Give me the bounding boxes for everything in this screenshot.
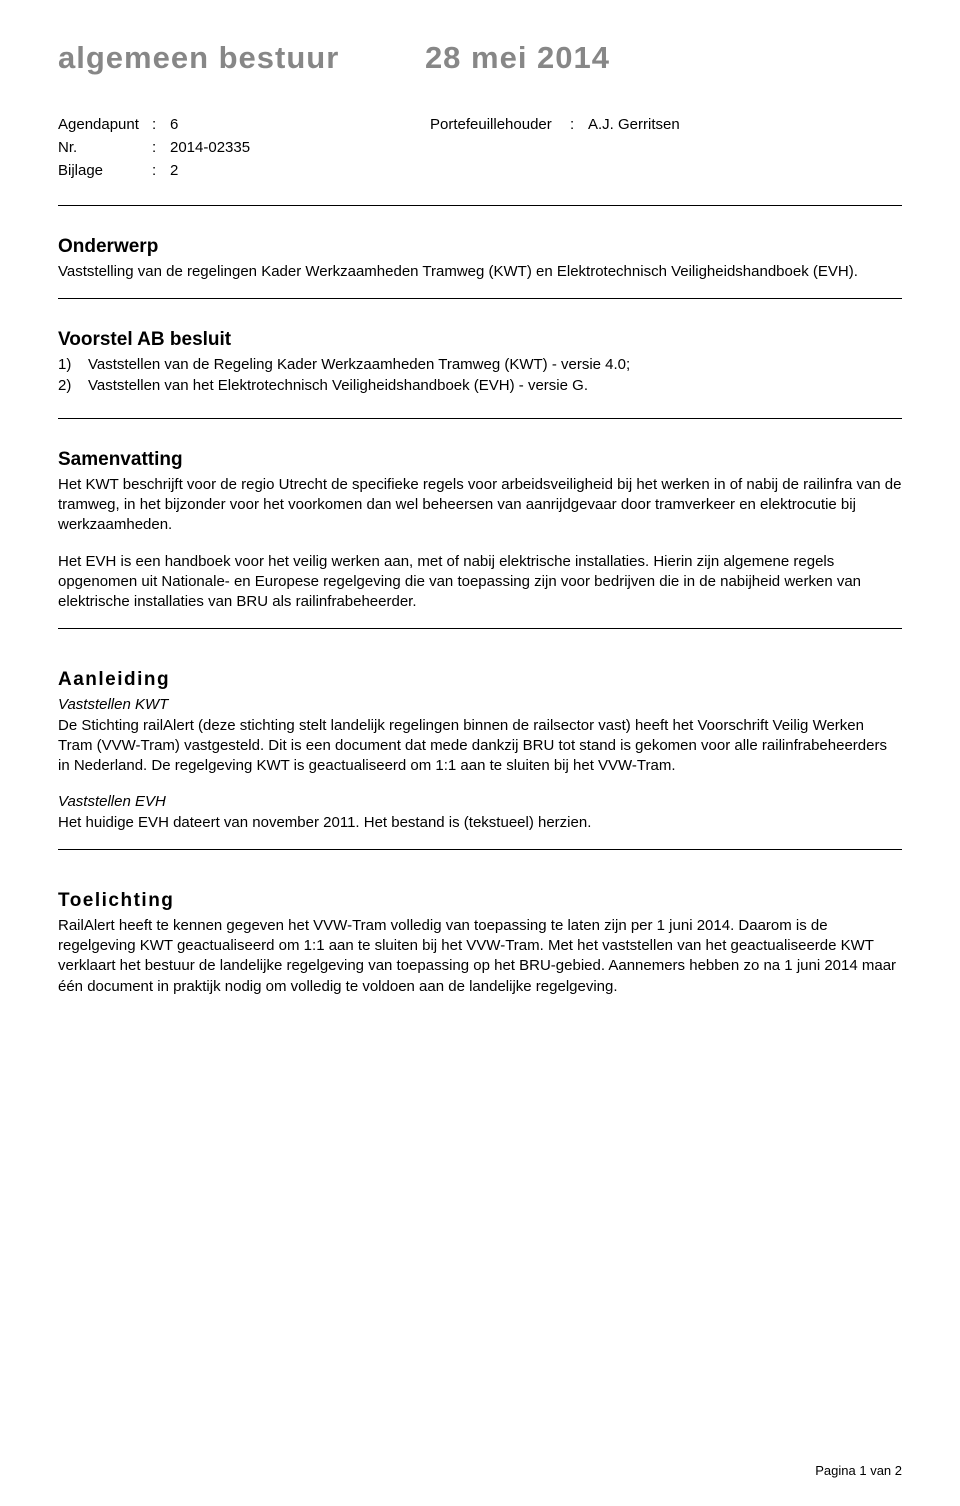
meta-colon: : (152, 114, 170, 135)
section-title: Voorstel AB besluit (58, 329, 902, 351)
meta-value: A.J. Gerritsen (588, 114, 680, 135)
section-text: RailAlert heeft te kennen gegeven het VV… (58, 916, 902, 997)
divider (58, 418, 902, 419)
list-item-text: Vaststellen van de Regeling Kader Werkza… (88, 355, 630, 375)
meta-row-nr: Nr. : 2014-02335 (58, 137, 902, 158)
subsection-title: Vaststellen EVH (58, 792, 902, 812)
meta-colon: : (152, 137, 170, 158)
list-item: 2) Vaststellen van het Elektrotechnisch … (58, 376, 902, 396)
page-footer: Pagina 1 van 2 (815, 1463, 902, 1478)
divider (58, 628, 902, 629)
meta-row-agendapunt: Agendapunt : 6 Portefeuillehouder : A.J.… (58, 114, 902, 135)
section-text: De Stichting railAlert (deze stichting s… (58, 716, 902, 777)
section-samenvatting: Samenvatting Het KWT beschrijft voor de … (58, 449, 902, 613)
meta-colon: : (152, 160, 170, 181)
meta-label: Portefeuillehouder (430, 114, 570, 135)
section-onderwerp: Onderwerp Vaststelling van de regelingen… (58, 236, 902, 282)
list-item-text: Vaststellen van het Elektrotechnisch Vei… (88, 376, 588, 396)
section-title: Toelichting (58, 890, 902, 912)
meta-value: 2 (170, 160, 430, 181)
subsection-title: Vaststellen KWT (58, 695, 902, 715)
section-title: Onderwerp (58, 236, 902, 258)
section-text: Het KWT beschrijft voor de regio Utrecht… (58, 475, 902, 536)
numbered-list: 1) Vaststellen van de Regeling Kader Wer… (58, 355, 902, 396)
divider (58, 849, 902, 850)
section-aanleiding: Aanleiding Vaststellen KWT De Stichting … (58, 669, 902, 833)
header-left: algemeen bestuur (58, 40, 339, 76)
meta-block: Agendapunt : 6 Portefeuillehouder : A.J.… (58, 114, 902, 181)
section-text: Vaststelling van de regelingen Kader Wer… (58, 262, 902, 282)
page-header: algemeen bestuur 28 mei 2014 (58, 40, 902, 76)
list-item-number: 1) (58, 355, 88, 375)
list-item: 1) Vaststellen van de Regeling Kader Wer… (58, 355, 902, 375)
document-page: algemeen bestuur 28 mei 2014 Agendapunt … (0, 0, 960, 1506)
meta-row-bijlage: Bijlage : 2 (58, 160, 902, 181)
divider (58, 205, 902, 206)
meta-colon: : (570, 114, 588, 135)
meta-value: 2014-02335 (170, 137, 430, 158)
section-text: Het huidige EVH dateert van november 201… (58, 813, 902, 833)
divider (58, 298, 902, 299)
header-right: 28 mei 2014 (425, 40, 610, 76)
section-title: Samenvatting (58, 449, 902, 471)
section-title: Aanleiding (58, 669, 902, 691)
meta-label: Bijlage (58, 160, 152, 181)
meta-label: Agendapunt (58, 114, 152, 135)
meta-label: Nr. (58, 137, 152, 158)
section-voorstel: Voorstel AB besluit 1) Vaststellen van d… (58, 329, 902, 396)
section-toelichting: Toelichting RailAlert heeft te kennen ge… (58, 890, 902, 997)
list-item-number: 2) (58, 376, 88, 396)
section-text: Het EVH is een handboek voor het veilig … (58, 552, 902, 613)
meta-value: 6 (170, 114, 430, 135)
